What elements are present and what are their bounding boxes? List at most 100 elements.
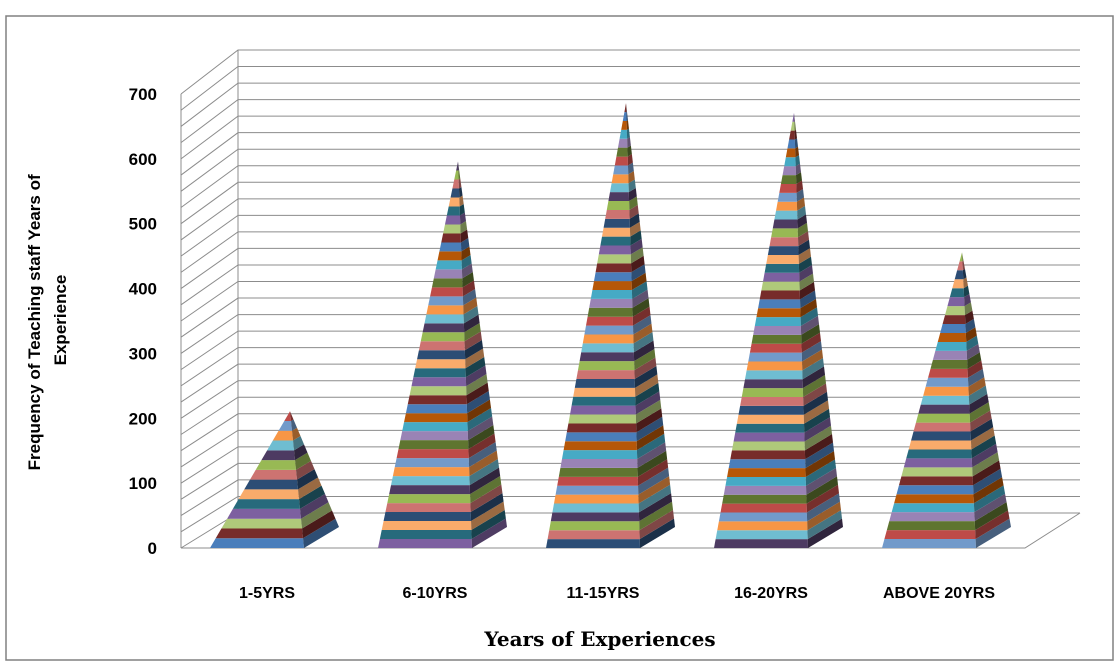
pyramid-band-side bbox=[293, 436, 304, 451]
pyramid-band-side bbox=[634, 348, 656, 371]
pyramid-band-side bbox=[298, 477, 322, 500]
pyramid-band-front bbox=[611, 174, 629, 184]
pyramid-band-side bbox=[636, 433, 666, 460]
pyramid-band-side bbox=[626, 128, 630, 139]
pyramid-band-front bbox=[618, 138, 628, 148]
pyramid-band-side bbox=[966, 335, 979, 351]
pyramid-band-side bbox=[635, 382, 660, 406]
gridline bbox=[180, 82, 1080, 127]
pyramid-band-front bbox=[570, 405, 636, 415]
pyramid-band-side bbox=[797, 214, 807, 229]
pyramid-band-front bbox=[903, 458, 973, 468]
pyramid-band-side bbox=[632, 289, 649, 308]
pyramid-band-front bbox=[595, 263, 632, 273]
pyramid-band-side bbox=[798, 248, 811, 264]
pyramid-band-front bbox=[576, 370, 635, 379]
category-label: ABOVE 20YRS bbox=[883, 585, 995, 602]
pyramid-band-side bbox=[973, 485, 1006, 513]
pyramid-band-front bbox=[725, 476, 806, 486]
pyramid-band-front bbox=[940, 324, 966, 333]
pyramid-band-front bbox=[398, 440, 469, 450]
pyramid-band-front bbox=[568, 414, 637, 424]
gridline bbox=[180, 49, 1080, 95]
pyramid-band-front bbox=[621, 120, 627, 130]
pyramid-band-side bbox=[799, 281, 815, 300]
pyramid-band-front bbox=[772, 219, 798, 229]
pyramid-band-side bbox=[637, 450, 668, 477]
chart-border bbox=[5, 15, 1114, 661]
pyramid-band-side bbox=[471, 510, 506, 540]
pyramid-band-front bbox=[394, 458, 470, 468]
pyramid-band-side bbox=[800, 315, 819, 335]
pyramid-band-front bbox=[884, 530, 976, 540]
pyramid-band-front bbox=[586, 316, 633, 326]
pyramid-band-front bbox=[454, 170, 459, 180]
pyramid-band-side bbox=[631, 281, 648, 299]
pyramid-band-front bbox=[552, 503, 639, 513]
pyramid-band-front bbox=[740, 397, 804, 406]
pyramid-band-front bbox=[748, 352, 802, 362]
pyramid-band-front bbox=[722, 494, 807, 504]
pyramid-band-side bbox=[631, 264, 646, 282]
pyramid-band-side bbox=[800, 298, 817, 318]
pyramid-band-front bbox=[411, 377, 467, 387]
category-label: 11-15YRS bbox=[567, 585, 640, 602]
pyramid-band-front bbox=[606, 201, 630, 210]
pyramid-band-side bbox=[969, 402, 991, 423]
pyramid-band-side bbox=[299, 485, 325, 509]
pyramid-band-side bbox=[806, 476, 838, 504]
pyramid-band-side bbox=[469, 459, 500, 486]
pyramid-band-side bbox=[630, 247, 644, 264]
pyramid-band-front bbox=[624, 103, 627, 113]
pyramid-band-front bbox=[886, 521, 976, 531]
pyramid-band-side bbox=[962, 252, 964, 262]
pyramid-1 bbox=[210, 411, 339, 548]
pyramid-band-side bbox=[466, 391, 490, 414]
pyramid-band-side bbox=[794, 112, 795, 122]
pyramid-band-front bbox=[600, 236, 631, 246]
pyramid-band-front bbox=[452, 179, 459, 189]
pyramid-band-front bbox=[925, 377, 969, 387]
pyramid-band-side bbox=[463, 306, 479, 324]
pyramid-band-front bbox=[613, 165, 629, 175]
pyramid-band-side bbox=[294, 444, 308, 461]
pyramid-band-front bbox=[210, 538, 304, 548]
pyramid-band-front bbox=[587, 307, 633, 317]
pyramid-band-front bbox=[555, 485, 639, 495]
pyramid-band-front bbox=[743, 379, 803, 389]
pyramid-band-side bbox=[467, 399, 492, 423]
pyramid-band-side bbox=[633, 340, 655, 362]
pyramid-band-side bbox=[638, 476, 671, 504]
pyramid-band-front bbox=[764, 263, 800, 273]
pyramid-band-side bbox=[639, 501, 674, 531]
pyramid-band-front bbox=[566, 423, 637, 433]
y-axis-title: Frequency of Teaching staff Years of Exp… bbox=[25, 170, 70, 471]
pyramid-band-front bbox=[918, 404, 970, 414]
pyramid-band-side bbox=[637, 459, 669, 486]
pyramid-band-front bbox=[779, 183, 797, 193]
pyramid-band-side bbox=[636, 408, 663, 433]
pyramid-band-side bbox=[805, 442, 834, 469]
pyramid-band-front bbox=[431, 278, 463, 288]
pyramid-band-front bbox=[720, 503, 807, 513]
pyramid-band-side bbox=[470, 476, 502, 504]
pyramid-band-side bbox=[963, 285, 970, 298]
pyramid-band-side bbox=[458, 170, 461, 180]
pyramid-band-front bbox=[619, 129, 628, 139]
pyramid-band-side bbox=[968, 385, 988, 405]
pyramid-band-front bbox=[590, 290, 633, 299]
pyramid-band-front bbox=[756, 308, 801, 318]
pyramid-band-side bbox=[975, 518, 1011, 548]
pyramid-band-side bbox=[796, 180, 803, 193]
pyramid-band-front bbox=[771, 228, 798, 238]
pyramid-band-side bbox=[628, 187, 637, 202]
pyramid-band-side bbox=[965, 318, 976, 333]
pyramid-band-front bbox=[769, 237, 799, 247]
pyramid-band-side bbox=[636, 425, 665, 451]
pyramid-band-front bbox=[554, 494, 639, 504]
pyramid-band-side bbox=[804, 434, 833, 460]
pyramid-band-side bbox=[632, 306, 651, 326]
pyramid-band-side bbox=[970, 410, 992, 432]
